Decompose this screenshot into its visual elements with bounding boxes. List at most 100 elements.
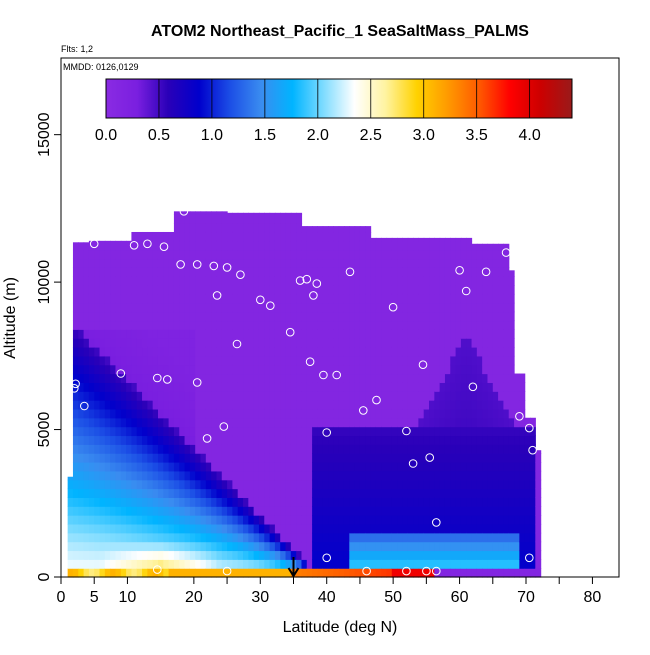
heatmap-cell — [227, 240, 233, 251]
heatmap-cell — [274, 258, 281, 268]
heatmap-cell — [482, 523, 489, 534]
heatmap-cell — [455, 400, 462, 410]
heatmap-cell — [195, 541, 202, 552]
heatmap-cell — [328, 249, 334, 260]
heatmap-cell — [216, 550, 223, 560]
heatmap-cell — [402, 364, 409, 375]
heatmap-cell — [280, 346, 287, 357]
observation-point — [163, 375, 172, 384]
heatmap-cell — [152, 426, 159, 437]
heatmap-cell — [94, 311, 101, 322]
heatmap-cell — [211, 249, 218, 260]
heatmap-cell — [386, 453, 393, 463]
heatmap-cell — [370, 506, 377, 516]
heatmap-cell — [296, 532, 303, 543]
heatmap-cell — [131, 293, 138, 304]
heatmap-cell — [136, 338, 143, 348]
observation-point — [515, 412, 524, 421]
heatmap-cell — [418, 338, 425, 348]
heatmap-cell — [274, 329, 281, 339]
heatmap-cell — [104, 426, 111, 437]
heatmap-cell — [248, 453, 255, 463]
heatmap-cell — [418, 391, 425, 401]
heatmap-cell — [365, 249, 372, 260]
heatmap-cell — [280, 223, 287, 233]
heatmap-cell — [455, 515, 462, 525]
heatmap-cell — [78, 302, 85, 313]
heatmap-cell — [476, 470, 483, 481]
heatmap-cell — [221, 320, 228, 330]
heatmap-cell — [466, 302, 473, 313]
heatmap-cell — [280, 258, 287, 268]
heatmap-cell — [386, 559, 393, 569]
heatmap-cell — [243, 231, 249, 242]
heatmap-cell — [508, 417, 515, 428]
heatmap-cell — [492, 391, 499, 401]
heatmap-cell — [237, 453, 244, 463]
heatmap-cell — [343, 453, 350, 463]
heatmap-cell — [280, 240, 287, 251]
observation-point — [408, 459, 418, 468]
heatmap-cell — [285, 488, 292, 498]
heatmap-cell — [83, 550, 90, 560]
heatmap-cell — [498, 541, 505, 552]
heatmap-cell — [413, 444, 419, 454]
heatmap-cell — [375, 400, 382, 410]
heatmap-cell — [280, 523, 287, 534]
heatmap-cell — [290, 417, 297, 428]
heatmap-cell — [381, 240, 388, 251]
heatmap-cell — [312, 506, 319, 516]
heatmap-cell — [444, 444, 451, 454]
heatmap-cell — [413, 417, 419, 428]
heatmap-cell — [370, 382, 377, 392]
heatmap-cell — [381, 355, 388, 366]
heatmap-cell — [328, 226, 334, 233]
heatmap-cell — [243, 223, 249, 233]
heatmap-cell — [264, 258, 271, 268]
heatmap-cell — [200, 461, 207, 472]
heatmap-cell — [338, 346, 345, 357]
heatmap-cell — [189, 400, 196, 410]
heatmap-cell — [492, 346, 499, 357]
heatmap-cell — [476, 346, 483, 357]
heatmap-cell — [354, 382, 361, 392]
heatmap-cell — [248, 550, 255, 560]
heatmap-cell — [205, 320, 212, 330]
heatmap-cell — [232, 267, 239, 277]
heatmap-cell — [519, 444, 526, 454]
observation-point — [312, 279, 322, 288]
heatmap-cell — [370, 276, 377, 286]
heatmap-cell — [413, 506, 419, 516]
heatmap-cell — [471, 285, 478, 295]
heatmap-cell — [227, 479, 233, 490]
heatmap-cell — [402, 470, 409, 481]
heatmap-cell — [264, 453, 271, 463]
heatmap-cell — [147, 391, 154, 401]
heatmap-cell — [434, 276, 441, 286]
heatmap-cell — [258, 391, 265, 401]
heatmap-cell — [487, 338, 494, 348]
heatmap-cell — [248, 212, 255, 215]
heatmap-cell — [99, 258, 106, 268]
heatmap-cell — [243, 470, 249, 481]
heatmap-cell — [269, 258, 276, 268]
heatmap-cell — [354, 497, 361, 507]
heatmap-cell — [354, 240, 361, 251]
heatmap-cell — [78, 559, 85, 569]
heatmap-cell — [205, 258, 212, 268]
heatmap-cell — [322, 249, 329, 260]
heatmap-cell — [126, 400, 133, 410]
observation-point — [129, 241, 139, 250]
heatmap-cell — [88, 329, 95, 339]
heatmap-cell — [460, 497, 467, 507]
heatmap-cell — [407, 346, 414, 357]
heatmap-cell — [232, 391, 239, 401]
heatmap-cell — [83, 364, 90, 375]
heatmap-cell — [312, 559, 319, 569]
heatmap-cell — [333, 249, 340, 260]
heatmap-cell — [269, 506, 276, 516]
heatmap-cell — [290, 214, 297, 224]
heatmap-cell — [519, 417, 526, 428]
heatmap-cell — [460, 541, 467, 552]
heatmap-cell — [338, 453, 345, 463]
